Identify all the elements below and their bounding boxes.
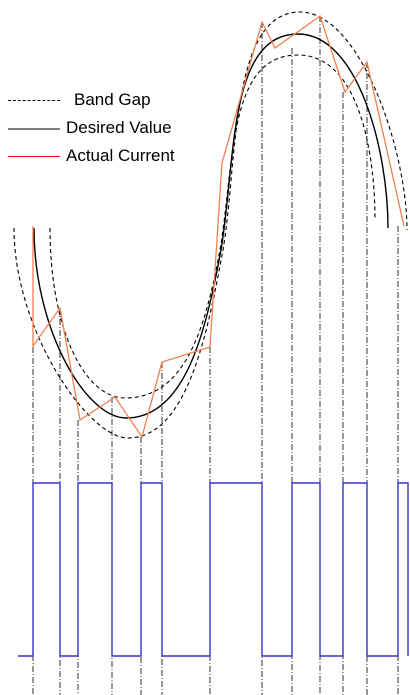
actual-current-swatch	[8, 156, 60, 157]
legend-item-actual-current: Actual Current	[8, 144, 208, 172]
actual-current-curve	[32, 14, 405, 439]
legend: Band Gap Desired Value Actual Current	[8, 88, 208, 172]
inner-band-gap-curve	[49, 54, 376, 399]
legend-label-actual-current: Actual Current	[66, 146, 175, 165]
legend-label-desired-value: Desired Value	[66, 118, 172, 137]
legend-item-band-gap: Band Gap	[8, 88, 208, 116]
desired-value-swatch	[8, 128, 60, 130]
outer-band-gap-curve	[13, 11, 408, 439]
legend-item-desired-value: Desired Value	[8, 116, 208, 144]
band-gap-swatch	[8, 100, 60, 101]
desired-value-curve	[33, 33, 389, 419]
legend-label-band-gap: Band Gap	[74, 90, 151, 109]
switching-signal-waveform	[18, 482, 409, 657]
